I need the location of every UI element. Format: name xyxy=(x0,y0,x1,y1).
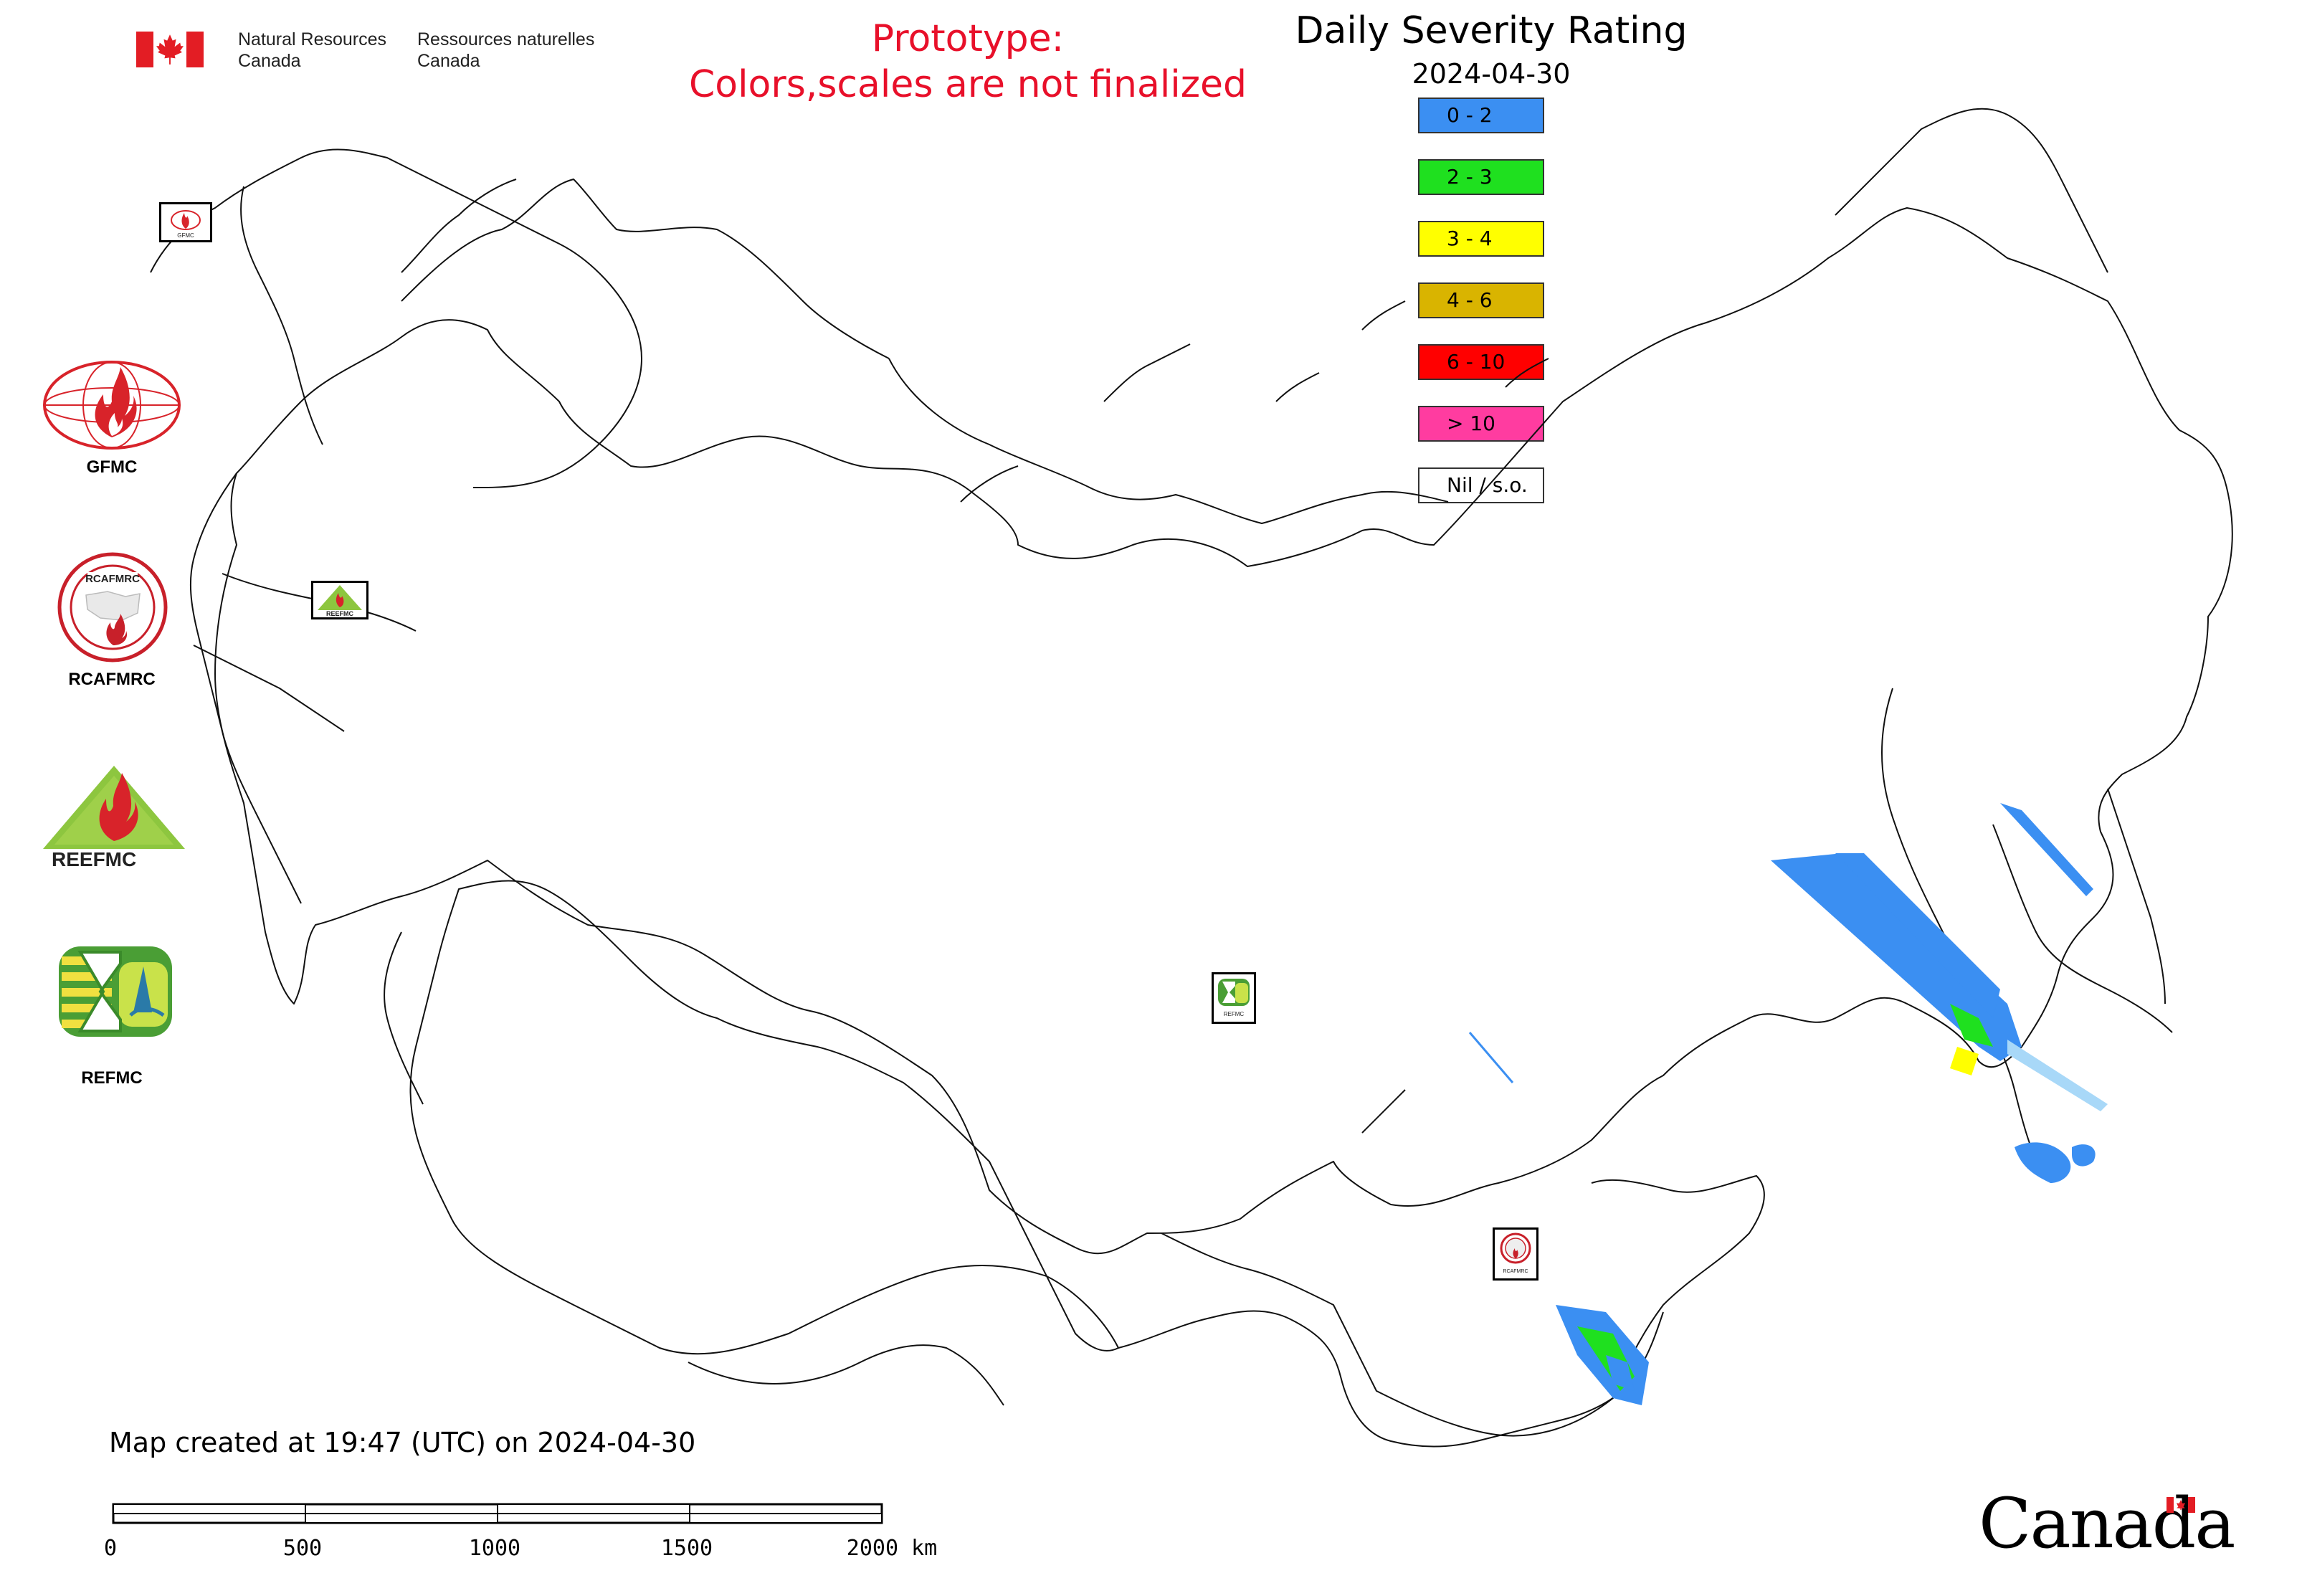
gfmc-logo-label: GFMC xyxy=(86,457,138,477)
canada-wordmark-flag-icon xyxy=(2167,1497,2195,1513)
legend-item-5: > 10 xyxy=(1418,406,1544,442)
svg-text:REFMC: REFMC xyxy=(1224,1011,1245,1017)
svg-text:GFMC: GFMC xyxy=(177,232,194,239)
refmc-marker-icon: REFMC xyxy=(1218,979,1250,1017)
severity-overlay-far-east xyxy=(1771,803,2108,1111)
scandinavia-boundary xyxy=(150,148,642,488)
map-marker-reefmc[interactable]: REEFMC xyxy=(311,581,368,619)
map-created-timestamp: Map created at 19:47 (UTC) on 2024-04-30 xyxy=(109,1427,696,1458)
map-marker-gfmc[interactable]: GFMC xyxy=(159,202,212,242)
scale-tick-0: 0 xyxy=(103,1536,118,1561)
reefmc-marker-icon: REEFMC xyxy=(318,585,362,617)
kamchatka-boundary xyxy=(1992,824,2173,1033)
svg-text:RCAFMRC: RCAFMRC xyxy=(85,573,140,585)
russia-boundary xyxy=(214,207,2233,1255)
legend-item-0: 0 - 2 xyxy=(1418,98,1544,133)
severity-overlay-mongolia xyxy=(1556,1305,1649,1405)
canada-wordmark: Canada xyxy=(1979,1483,2235,1564)
legend-item-2: 3 - 4 xyxy=(1418,221,1544,257)
severity-overlay-line xyxy=(1468,1032,1514,1083)
gfmc-marker-icon: GFMC xyxy=(171,210,201,239)
refmc-logo-icon xyxy=(59,946,172,1037)
legend-title: Daily Severity Rating xyxy=(1295,9,1688,52)
canada-flag-icon xyxy=(136,32,204,67)
severity-overlay-primorye xyxy=(2015,1142,2096,1183)
legend-item-3: 4 - 6 xyxy=(1418,282,1544,318)
rcafmrc-marker-icon: RCAFMRC xyxy=(1500,1232,1531,1274)
svg-text:REEFMC: REEFMC xyxy=(326,610,354,617)
scale-tick-2000: 2000 km xyxy=(846,1536,938,1561)
gfmc-logo-icon xyxy=(43,361,181,450)
legend-date: 2024-04-30 xyxy=(1412,58,1571,90)
map-marker-rcafmrc[interactable]: RCAFMRC xyxy=(1493,1227,1538,1281)
refmc-logo-label: REFMC xyxy=(81,1068,143,1088)
rcafmrc-logo-icon: RCAFMRC xyxy=(57,552,168,662)
scale-tick-1000: 1000 xyxy=(468,1536,521,1561)
department-name-fr: Ressources naturelles Canada xyxy=(417,29,595,71)
svg-text:RCAFMRC: RCAFMRC xyxy=(1503,1269,1528,1274)
reefmc-logo-icon: REEFMC xyxy=(43,766,185,870)
kazakhstan-boundary xyxy=(409,880,1119,1355)
scale-tick-500: 500 xyxy=(282,1536,323,1561)
rcafmrc-logo-label: RCAFMRC xyxy=(68,670,156,689)
prototype-notice: Prototype: Colors,scales are not finaliz… xyxy=(688,17,1247,106)
legend-item-1: 2 - 3 xyxy=(1418,159,1544,195)
legend-item-4: 6 - 10 xyxy=(1418,344,1544,380)
mongolia-boundary xyxy=(1161,1175,1765,1437)
legend-item-6: Nil / s.o. xyxy=(1418,467,1544,503)
department-name-en: Natural Resources Canada xyxy=(238,29,387,71)
scale-bar xyxy=(112,1503,883,1524)
scale-tick-1500: 1500 xyxy=(660,1536,713,1561)
map-marker-refmc[interactable]: REFMC xyxy=(1212,972,1256,1024)
reefmc-logo-text: REEFMC xyxy=(52,848,136,870)
